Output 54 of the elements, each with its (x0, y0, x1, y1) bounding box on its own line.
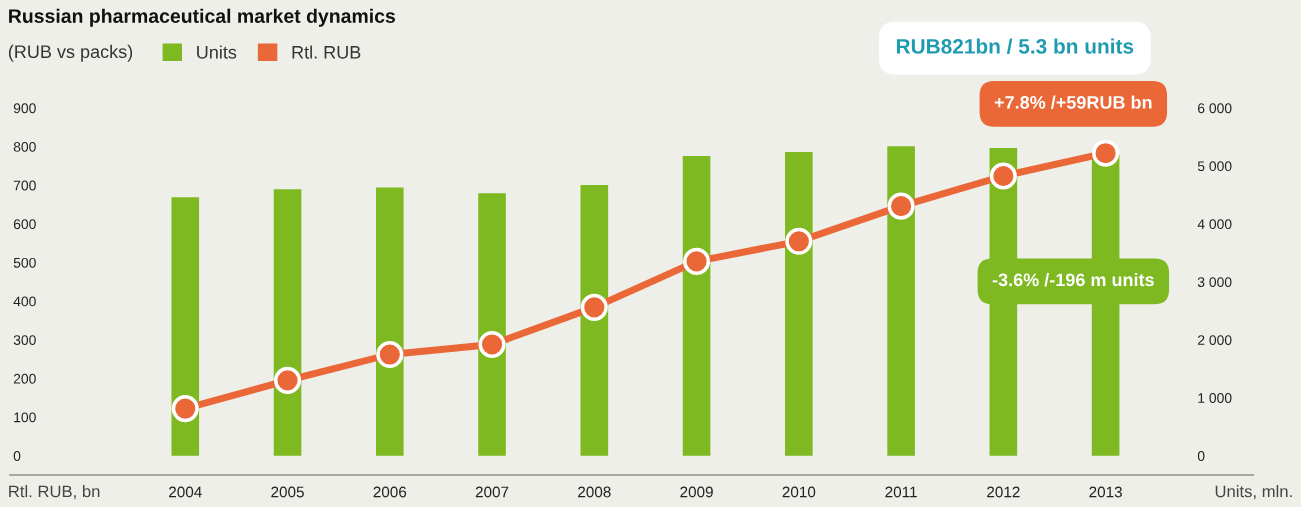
x-tick-label: 2005 (271, 486, 304, 498)
point (478, 330, 506, 359)
bar (887, 146, 915, 456)
x-tick-label: 2004 (169, 486, 202, 498)
point (1092, 139, 1120, 167)
chart-title: Russian pharmaceutical market dynamics (9, 8, 395, 27)
x-tick-label: 2008 (578, 486, 611, 498)
bar (580, 185, 609, 456)
legend-label: Units (197, 45, 237, 59)
x-tick-label: 2012 (987, 486, 1020, 498)
y2-tick-label: 0 (1197, 451, 1205, 461)
y-tick-label: 100 (14, 412, 36, 423)
point (376, 340, 404, 369)
legend-label: Rtl. RUB (292, 45, 361, 59)
y2-tick-label: 5 000 (1197, 161, 1232, 172)
text: RUB821bn / 5.3 bn units (896, 38, 1134, 54)
bar (375, 187, 404, 456)
y2-axis-title: Units, mln. (1215, 485, 1292, 500)
y-tick-label: 500 (13, 257, 36, 268)
x-tick-label: 2011 (885, 486, 917, 498)
y2-tick-label: 6 000 (1198, 103, 1232, 114)
x-tick-label: 2013 (1089, 486, 1122, 498)
y-tick-label: 400 (13, 296, 36, 307)
annotation: +7.8% /+59RUB bn (994, 95, 1152, 109)
y-tick-label: 600 (13, 219, 36, 230)
point (683, 247, 711, 275)
chart-subtitle: (RUB vs packs) (8, 44, 133, 62)
point (887, 192, 915, 220)
y-tick-label: 300 (13, 335, 36, 345)
x-tick-label: 2006 (373, 486, 407, 498)
bar (171, 197, 200, 456)
bar (478, 193, 506, 456)
y-tick-label: 0 (13, 451, 21, 461)
point (989, 162, 1017, 190)
x-tick-label: 2009 (680, 486, 713, 498)
y2-tick-label: 4 000 (1197, 219, 1232, 230)
annotation: -3.6% /-196 m units (992, 272, 1154, 287)
y-tick-label: 900 (13, 103, 36, 114)
point (785, 227, 813, 255)
bar (682, 156, 711, 456)
point (171, 395, 199, 423)
y2-tick-label: 2 000 (1198, 335, 1232, 345)
bar (273, 189, 302, 456)
y2-tick-label: 1 000 (1198, 393, 1232, 403)
y-tick-label: 800 (13, 141, 36, 152)
y-tick-label: 700 (13, 180, 36, 191)
x-tick-label: 2010 (782, 486, 816, 498)
point (580, 293, 608, 321)
x-tick-label: 2007 (475, 486, 509, 498)
y2-tick-label: 3 000 (1197, 277, 1232, 288)
y-tick-label: 200 (13, 373, 36, 384)
bar (785, 152, 813, 456)
point (273, 366, 302, 394)
y-axis-title: Rtl. RUB, bn (9, 485, 100, 500)
